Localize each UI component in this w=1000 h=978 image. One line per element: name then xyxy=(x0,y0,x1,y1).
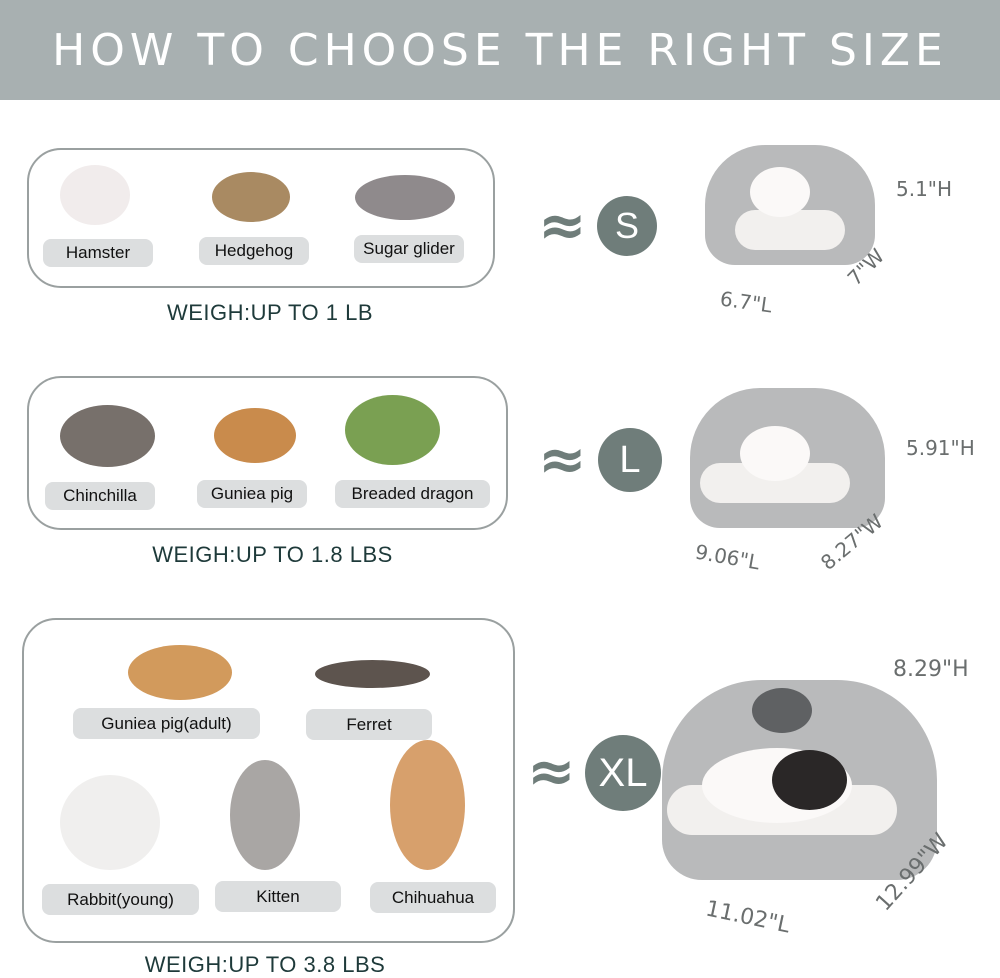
sugar-glider-image xyxy=(355,175,455,220)
kitten-image xyxy=(230,760,300,870)
hedgehog-image xyxy=(212,172,290,222)
dim-height: 8.29"H xyxy=(893,657,969,682)
chihuahua-image xyxy=(390,740,465,870)
dim-height: 5.1"H xyxy=(896,177,953,201)
bed-small-image xyxy=(705,145,875,265)
animal-label: Chihuahua xyxy=(370,882,496,913)
size-badge-s: S xyxy=(597,196,657,256)
weight-limit: WEIGH:UP TO 3.8 LBS xyxy=(144,952,386,977)
chinchilla-image xyxy=(60,405,155,467)
rabbit-image xyxy=(60,775,160,870)
animal-label: Breaded dragon xyxy=(335,480,490,508)
dim-length: 11.02"L xyxy=(703,896,793,939)
weight-limit: WEIGH:UP TO 1.8 LBS xyxy=(152,542,393,567)
guinea-pig-image xyxy=(214,408,296,463)
animal-label: Rabbit(young) xyxy=(42,884,199,915)
small-animals-box xyxy=(27,148,495,288)
page-title: HOW TO CHOOSE THE RIGHT SIZE xyxy=(52,24,948,76)
animal-label: Kitten xyxy=(215,881,341,912)
size-badge-l: L xyxy=(598,428,662,492)
size-badge-xl: XL xyxy=(585,735,661,811)
animal-label: Guniea pig xyxy=(197,480,307,508)
animal-label: Chinchilla xyxy=(45,482,155,510)
bed-xl-image xyxy=(662,680,937,880)
large-animals-box xyxy=(27,376,508,530)
xl-animals-box xyxy=(22,618,515,943)
animal-label: Ferret xyxy=(306,709,432,740)
animal-label: Sugar glider xyxy=(354,235,464,263)
dim-height: 5.91"H xyxy=(906,436,975,460)
weight-limit: WEIGH:UP TO 1 LB xyxy=(166,300,374,325)
guinea-pig-adult-image xyxy=(128,645,232,700)
ferret-image xyxy=(315,660,430,688)
approx-icon: ≈ xyxy=(527,737,576,805)
approx-icon: ≈ xyxy=(538,191,587,259)
bed-large-image xyxy=(690,388,885,528)
animal-label: Hedgehog xyxy=(199,237,309,265)
dim-length: 6.7"L xyxy=(718,286,774,318)
animal-label: Hamster xyxy=(43,239,153,267)
dim-length: 9.06"L xyxy=(693,539,762,575)
hamster-image xyxy=(60,165,130,225)
approx-icon: ≈ xyxy=(538,425,587,493)
header-banner: HOW TO CHOOSE THE RIGHT SIZE xyxy=(0,0,1000,100)
bearded-dragon-image xyxy=(345,395,440,465)
animal-label: Guniea pig(adult) xyxy=(73,708,260,739)
